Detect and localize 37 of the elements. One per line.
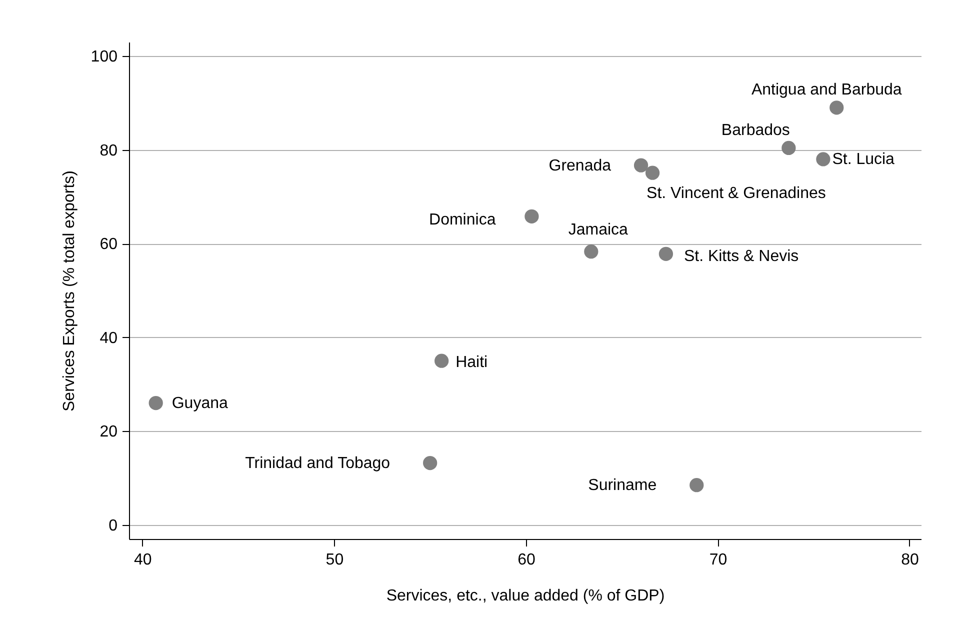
x-tick-label: 60: [518, 552, 536, 568]
annotation: Suriname: [588, 477, 657, 494]
y-tick-label: 80: [100, 142, 118, 160]
x-axis-title: Services, etc., value added (% of GDP): [386, 588, 665, 604]
annotation: St. Vincent & Grenadines: [646, 184, 826, 202]
annotation: Barbados: [721, 122, 790, 139]
point: [645, 166, 660, 180]
annotation: St. Kitts & Nevis: [684, 248, 799, 265]
y-tick-label: 40: [100, 330, 118, 347]
annotation: Jamaica: [568, 222, 628, 239]
point: [524, 209, 539, 224]
y-tick-label: 0: [108, 517, 118, 534]
point: [816, 152, 830, 166]
annotation: Antigua and Barbuda: [751, 82, 902, 99]
point: [658, 246, 674, 261]
point: [434, 354, 449, 368]
point: [148, 396, 163, 410]
annotation: Dominica: [429, 211, 496, 228]
annotation: St. Lucia: [832, 151, 895, 168]
point: [830, 100, 844, 115]
x-tick-label: 40: [134, 552, 152, 568]
y-tick-label: 60: [100, 236, 118, 254]
point: [782, 140, 796, 156]
x-tick-label: 70: [709, 552, 728, 568]
point: [634, 158, 648, 172]
y-tick-label: 100: [90, 48, 118, 66]
annotation: Haiti: [456, 354, 488, 371]
annotation: Grenada: [548, 157, 612, 174]
x-tick-label: 80: [901, 552, 919, 568]
x-tick-label: 50: [326, 552, 344, 568]
y-tick-label: 20: [100, 424, 118, 441]
y-axis-title: Services Exports (% total exports): [60, 170, 78, 412]
annotation: Guyana: [172, 395, 228, 412]
annotation: Trinidad and Tobago: [245, 455, 390, 472]
point: [690, 478, 704, 492]
point: [584, 244, 598, 259]
point: [423, 456, 438, 470]
